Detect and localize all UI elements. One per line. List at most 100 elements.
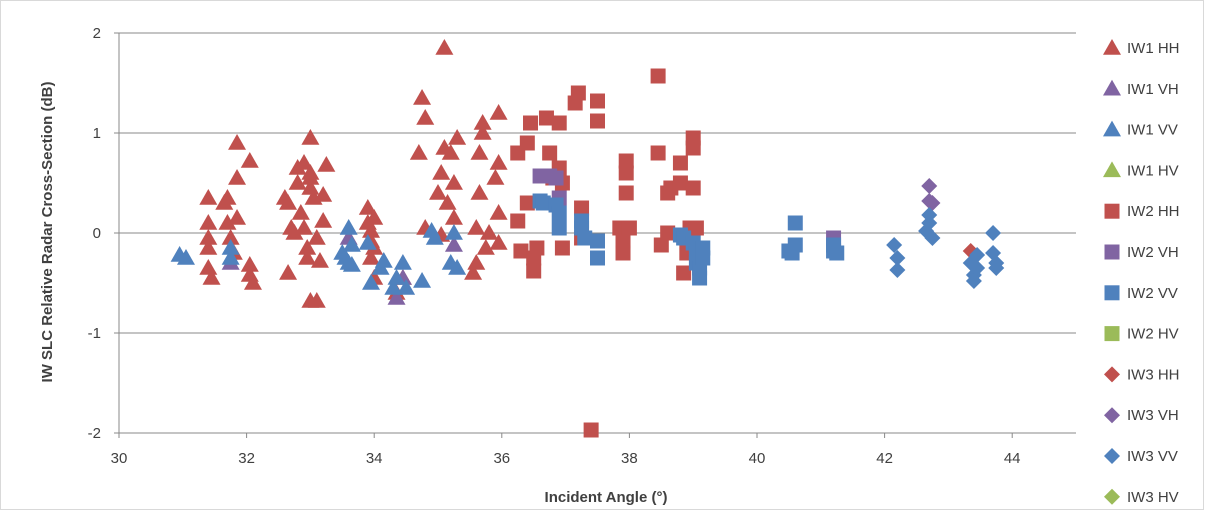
x-tick-label: 30 — [111, 450, 128, 467]
data-point — [228, 209, 247, 225]
data-point — [307, 229, 326, 245]
data-point — [314, 212, 333, 228]
data-point — [285, 224, 304, 240]
data-point — [787, 215, 803, 231]
data-point — [218, 189, 237, 205]
data-point — [650, 68, 666, 84]
legend-label: IW1 VV — [1127, 122, 1178, 139]
legend-label: IW2 VH — [1127, 244, 1179, 261]
legend-item: IW3 VV — [1104, 448, 1178, 465]
data-point — [473, 124, 492, 140]
legend-item: IW3 VH — [1104, 407, 1179, 424]
series-iw3-vh — [921, 178, 941, 211]
data-point — [240, 256, 259, 272]
data-point — [529, 240, 545, 256]
data-point — [965, 273, 982, 289]
legend-label: IW1 HH — [1127, 40, 1180, 57]
y-tick-label: -2 — [88, 425, 101, 442]
data-point — [413, 89, 432, 105]
data-point — [221, 249, 240, 265]
data-point — [542, 145, 558, 161]
data-point — [339, 219, 358, 235]
data-point — [590, 250, 605, 266]
data-point — [240, 152, 259, 168]
data-point — [489, 104, 508, 120]
data-point — [295, 154, 314, 170]
data-point — [393, 254, 412, 270]
data-point — [510, 213, 526, 229]
data-point — [577, 230, 593, 246]
legend-marker — [1104, 203, 1120, 219]
data-point — [921, 178, 938, 194]
data-point — [314, 186, 333, 202]
data-point — [435, 39, 454, 55]
x-tick-label: 38 — [621, 450, 638, 467]
data-point — [362, 274, 381, 290]
series-iw2-hh — [510, 68, 704, 438]
y-tick-label: 1 — [93, 125, 101, 142]
data-point — [362, 222, 381, 238]
data-point — [924, 230, 941, 246]
data-point — [921, 207, 938, 223]
data-point — [279, 194, 298, 210]
legend-item: IW2 HV — [1104, 326, 1179, 343]
legend-marker — [1104, 326, 1120, 342]
data-point — [787, 237, 803, 253]
data-point — [486, 169, 505, 185]
data-point — [685, 130, 701, 146]
data-point — [672, 175, 688, 191]
series-iw3-vv — [886, 207, 1005, 289]
data-point — [621, 220, 637, 236]
data-point — [301, 164, 320, 180]
legend-label: IW3 HH — [1127, 366, 1180, 383]
data-point — [548, 170, 564, 186]
data-point — [519, 195, 535, 211]
legend-marker — [1103, 79, 1121, 96]
data-point — [228, 169, 247, 185]
data-point — [660, 225, 676, 241]
data-point — [618, 165, 634, 181]
data-point — [432, 164, 451, 180]
data-point — [692, 270, 708, 286]
data-point — [298, 249, 317, 265]
legend-label: IW2 HH — [1127, 203, 1180, 220]
legend-label: IW2 HV — [1127, 326, 1179, 343]
data-point — [288, 174, 307, 190]
data-point — [969, 247, 986, 263]
data-point — [199, 189, 218, 205]
data-point — [653, 237, 669, 253]
data-point — [618, 153, 634, 169]
data-point — [228, 134, 247, 150]
data-point — [519, 135, 535, 151]
data-point — [969, 260, 986, 276]
legend-item: IW2 HH — [1104, 203, 1180, 220]
data-point — [480, 224, 499, 240]
x-tick-label: 40 — [749, 450, 766, 467]
data-point — [672, 155, 688, 171]
data-point — [523, 115, 539, 131]
y-tick-label: -1 — [88, 325, 101, 342]
legend-item: IW2 VV — [1104, 285, 1178, 302]
data-point — [526, 263, 542, 279]
y-axis-title: IW SLC Relative Radar Cross-Section (dB) — [39, 82, 56, 383]
data-point — [988, 260, 1005, 276]
data-point — [583, 422, 599, 438]
x-axis-title: Incident Angle (°) — [545, 489, 668, 506]
data-point — [551, 220, 567, 236]
data-point — [301, 129, 320, 145]
legend-item: IW3 HV — [1104, 488, 1179, 506]
data-point — [590, 93, 605, 109]
legend-item: IW2 VH — [1104, 244, 1179, 261]
data-point — [685, 180, 701, 196]
data-point — [444, 174, 463, 190]
data-point — [574, 200, 590, 216]
legend-marker — [1104, 285, 1120, 301]
data-point — [513, 243, 529, 259]
legend-marker — [1103, 161, 1121, 178]
data-points — [170, 39, 1005, 438]
series-iw1-vv — [170, 219, 467, 295]
data-point — [374, 252, 393, 268]
data-point — [538, 110, 554, 126]
data-point — [535, 195, 551, 211]
